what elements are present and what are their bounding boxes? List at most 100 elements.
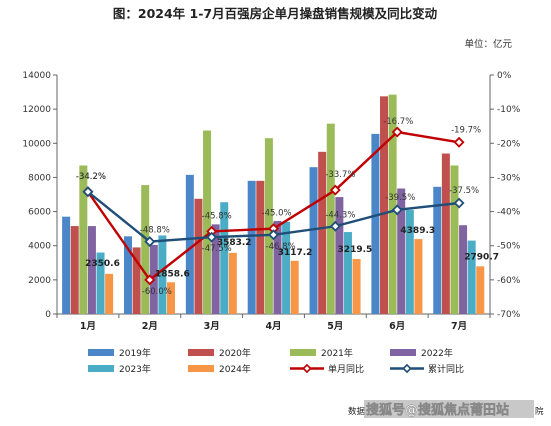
bar-2021年 (203, 130, 212, 314)
y-left-tick-label: 6000 (28, 208, 51, 218)
footer: 数据 搜狐号@搜狐焦点莆田站 院 (348, 400, 544, 418)
point-单月同比 (144, 274, 156, 286)
point-累计同比 (268, 229, 279, 241)
bar-2024年 (476, 266, 485, 314)
legend-marker (402, 363, 412, 374)
point-单月同比 (453, 136, 465, 148)
y-right-tick-label: -30% (497, 173, 521, 183)
bar-2024年 (290, 260, 299, 314)
value-label-2024: 3117.2 (278, 248, 313, 258)
y-left-tick-label: 14000 (22, 71, 51, 81)
x-tick-label: 1月 (80, 321, 96, 332)
cumulative-yoy-label: -34.2% (76, 172, 106, 182)
chart-title: 图：2024年 1-7月百强房企单月操盘销售规模及同比变动 (113, 6, 438, 21)
bar-2021年 (141, 185, 150, 314)
bar-2020年 (70, 226, 79, 314)
bar-2023年 (343, 232, 352, 314)
cumulative-yoy-label: -46.8% (266, 242, 296, 252)
x-tick-label: 6月 (389, 321, 405, 332)
y-left-tick-label: 2000 (28, 276, 51, 286)
bar-2023年 (220, 202, 229, 314)
bars (62, 94, 485, 315)
monthly-yoy-label: -45.0% (262, 209, 292, 219)
y-left-tick-label: 4000 (28, 242, 51, 252)
bar-2022年 (211, 224, 220, 314)
bar-2021年 (79, 165, 88, 314)
point-累计同比 (329, 220, 341, 232)
y-left-tick-label: 0 (45, 310, 51, 320)
bar-2020年 (194, 198, 203, 314)
value-label-2024: 3583.2 (217, 238, 252, 248)
y-left-tick-label: 8000 (28, 173, 51, 183)
bar-2022年 (273, 220, 282, 314)
source-suffix: 院 (535, 406, 544, 417)
cumulative-yoy-label: -48.8% (140, 226, 170, 236)
bar-2019年 (247, 180, 256, 314)
bar-2022年 (335, 197, 344, 314)
y-right-tick-label: -50% (497, 242, 521, 252)
monthly-yoy-label: -16.7% (383, 117, 413, 127)
legend-swatch (390, 349, 416, 356)
legend-label: 2023年 (119, 363, 151, 375)
legend-label: 2020年 (219, 347, 251, 359)
legend-swatch (188, 349, 214, 356)
bar-2024年 (414, 239, 423, 314)
value-label-2024: 2350.6 (85, 259, 120, 269)
legend: 2019年 2020年 2021年 2022年 2023年 2024年 单月同比 累计同比 (88, 347, 464, 375)
value-label-2024: 4389.3 (400, 226, 435, 236)
value-label-2024: 3219.5 (338, 245, 373, 255)
y-right-tick-label: -60% (497, 276, 521, 286)
legend-swatch (188, 365, 214, 372)
cumulative-yoy-label: -37.5% (449, 186, 479, 196)
value-label-2024: 1858.6 (155, 269, 190, 279)
bar-2021年 (264, 138, 273, 314)
axes: 0 2000 4000 6000 8000 10000 12000 14000 0% -10% -2… (22, 71, 520, 332)
y-left-tick-label: 12000 (22, 105, 51, 115)
bar-2019年 (185, 174, 194, 314)
cumulative-yoy-label: -39.5% (385, 193, 415, 203)
point-累计同比 (453, 197, 465, 209)
legend-label: 2024年 (219, 363, 251, 375)
bar-2019年 (371, 133, 380, 314)
x-tick-label: 3月 (204, 321, 220, 332)
monthly-yoy-label: -33.7% (325, 170, 355, 180)
legend-label: 单月同比 (328, 363, 364, 375)
monthly-yoy-label: -60.0% (142, 287, 172, 297)
y-right-tick-label: -40% (497, 208, 521, 218)
point-累计同比 (206, 231, 218, 243)
x-tick-label: 2月 (142, 321, 158, 332)
legend-swatch (88, 365, 114, 372)
data-labels: -34.2% -60.0% -45.8% -45.0% -33.7% -16.7% -19.… (76, 117, 499, 297)
bar-2019年 (433, 186, 442, 314)
cumulative-yoy-label: -44.3% (325, 210, 355, 220)
point-累计同比 (82, 186, 94, 198)
bar-2020年 (380, 96, 389, 314)
bar-2023年 (96, 252, 105, 314)
legend-swatch (88, 349, 114, 356)
bar-2020年 (132, 247, 141, 314)
source-prefix: 数据 (348, 406, 366, 417)
bar-2024年 (352, 259, 361, 314)
bar-2020年 (256, 180, 265, 314)
bar-2023年 (158, 235, 167, 314)
x-tick-label: 7月 (451, 321, 467, 332)
bar-2019年 (309, 167, 318, 314)
y-right-tick-label: -20% (497, 139, 521, 149)
point-单月同比 (391, 126, 403, 138)
monthly-yoy-label: -45.8% (202, 211, 232, 221)
y-right-tick-label: -10% (497, 105, 521, 115)
bar-2022年 (459, 225, 468, 314)
point-单月同比 (329, 184, 341, 196)
x-tick-label: 5月 (327, 321, 343, 332)
bar-2022年 (87, 226, 96, 314)
y-left-tick-label: 10000 (22, 139, 51, 149)
x-tick-label: 4月 (265, 321, 281, 332)
bar-2019年 (62, 216, 71, 314)
legend-label: 2021年 (321, 347, 353, 359)
bar-2020年 (318, 151, 327, 314)
value-label-2024: 2790.7 (464, 252, 499, 262)
bar-2024年 (105, 273, 114, 314)
cumulative-yoy-label: -47.5% (202, 244, 232, 254)
legend-label: 累计同比 (428, 363, 464, 375)
